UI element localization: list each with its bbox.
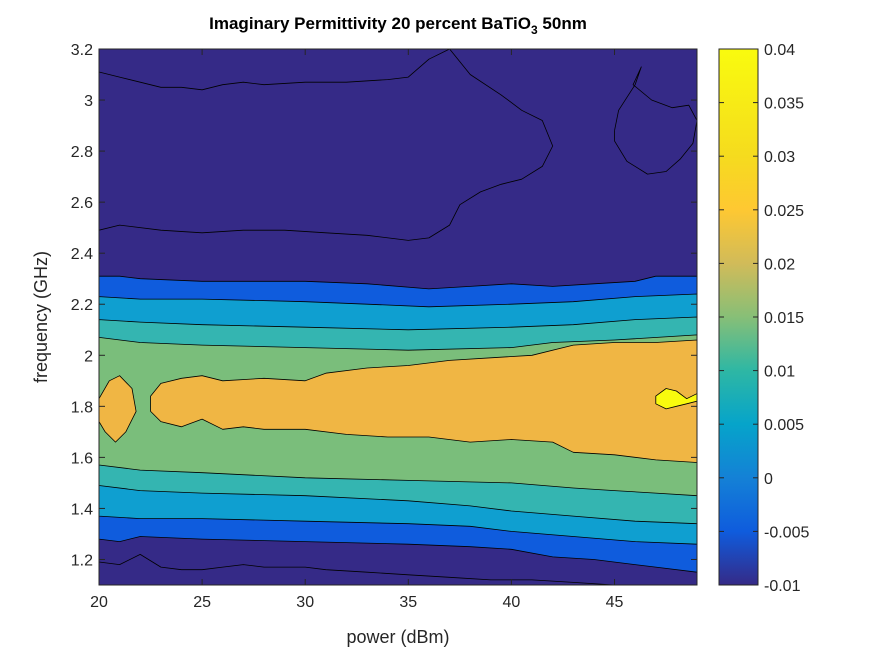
x-tick-label: 35 [399,594,417,611]
contour-band-yellow [655,388,697,410]
colorbar-tick-label: 0.005 [764,417,804,434]
chart-title: Imaginary Permittivity 20 percent BaTiO3… [209,14,587,37]
colorbar-tick-label: -0.005 [764,524,809,541]
contour-band-orange-main [150,339,697,463]
contour-line-upper-zero-line-right [99,49,554,241]
chart-title-suffix: 50nm [538,14,587,33]
x-tick-label: 25 [193,594,211,611]
x-tick-label: 30 [296,594,314,611]
colorbar-tick-label: 0.04 [764,42,795,59]
y-tick-label: 3.2 [71,42,93,59]
y-tick-label: 2.8 [71,144,93,161]
colorbar-tick-label: 0.025 [764,203,804,220]
colorbar: -0.01 -0.005 0 0.005 0.01 0.015 0.02 0.025 0.03 0… [718,42,809,595]
plot-area [98,48,698,586]
y-tick-label: 1.4 [71,501,93,518]
colorbar-tick-label: -0.01 [764,578,801,595]
chart-title-subscript: 3 [531,23,538,37]
colorbar-tick-label: 0.03 [764,149,795,166]
colorbar-tick-label: 0.015 [764,310,804,327]
y-tick-label: 2.6 [71,195,93,212]
chart-title-main: Imaginary Permittivity 20 percent BaTiO [209,14,531,33]
contour-lines [99,49,697,585]
y-tick-label: 3 [84,93,93,110]
y-tick-label: 1.6 [71,450,93,467]
colorbar-ticks: -0.01 -0.005 0 0.005 0.01 0.015 0.02 0.025 0.03 0… [719,42,809,595]
plot-frame [98,48,698,586]
colorbar-tick-label: 0 [764,471,773,488]
colorbar-tick-label: 0.035 [764,96,804,113]
x-tick-label: 20 [90,594,108,611]
y-axis-label: frequency (GHz) [31,251,51,383]
y-tick-label: 1.2 [71,552,93,569]
contour-line-lower-zero-line [99,554,615,585]
y-tick-label: 1.8 [71,399,93,416]
y-axis: 1.2 1.4 1.6 1.8 2 2.2 2.4 2.6 2.8 3 3.2 [71,42,697,569]
x-axis-label: power (dBm) [346,627,449,647]
y-tick-label: 2.2 [71,297,93,314]
contour-band-orange-left [99,375,137,443]
contour-line-upper-zero-line [99,49,450,91]
x-tick-label: 45 [606,594,624,611]
contour-regions [99,275,697,573]
colorbar-tick-label: 0.02 [764,256,795,273]
colorbar-gradient [718,48,759,586]
x-tick-label: 40 [503,594,521,611]
colorbar-tick-label: 0.01 [764,364,795,381]
y-tick-label: 2 [84,348,93,365]
x-axis: 20 25 30 35 40 45 [90,49,624,611]
y-tick-label: 2.4 [71,246,93,263]
contour-line-closed-loop-right [614,66,697,175]
